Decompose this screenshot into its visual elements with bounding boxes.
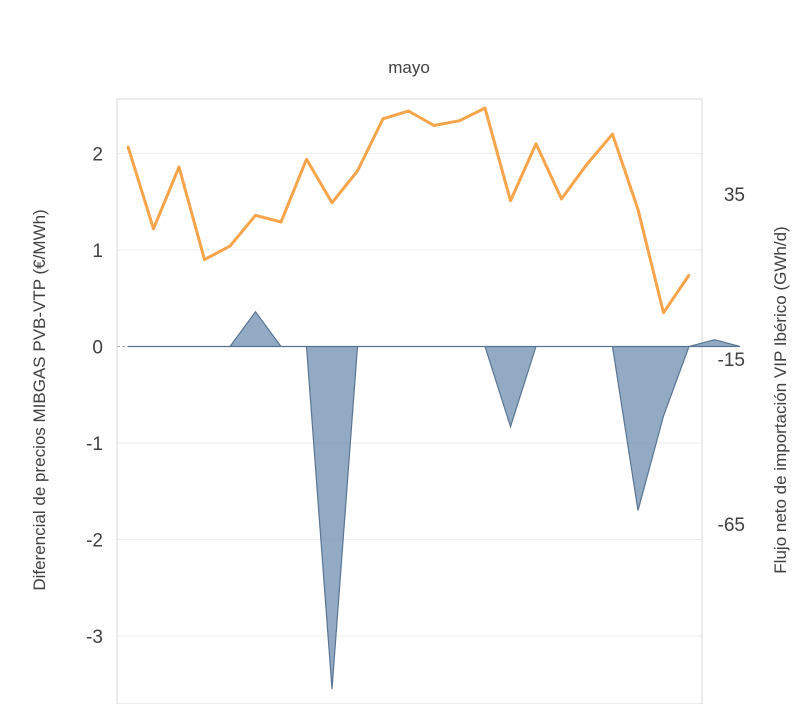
flow-series <box>128 310 741 690</box>
y-tick-label: -2 <box>86 531 103 552</box>
price-point <box>534 142 538 146</box>
y-tick-label: 0 <box>92 338 103 359</box>
price-series-line <box>126 106 691 315</box>
price-point <box>636 208 640 211</box>
y-tick-label: -1 <box>86 434 103 455</box>
price-point <box>305 158 308 161</box>
price-point <box>152 227 155 230</box>
left-axis-ticks: 2 1 0 -1 -2 -3 <box>86 145 103 649</box>
price-point <box>254 214 257 217</box>
y2-tick-label: 35 <box>724 185 745 206</box>
y-tick-label: 1 <box>92 241 103 262</box>
right-axis-ticks: 35 -15 -65 <box>718 185 745 536</box>
price-point <box>687 273 691 277</box>
price-point <box>330 201 334 204</box>
price-point <box>458 119 461 122</box>
y2-tick-label: -15 <box>718 350 745 371</box>
y2-axis-title: Flujo neto de importación VIP Ibérico (G… <box>771 226 790 573</box>
price-point <box>483 106 487 110</box>
price-point <box>356 169 359 173</box>
price-point <box>381 117 385 120</box>
price-point <box>432 124 436 127</box>
price-point <box>585 162 589 166</box>
price-point <box>560 197 563 201</box>
price-point <box>126 145 130 148</box>
plot-area-border <box>116 98 703 704</box>
price-point <box>228 244 232 248</box>
chart-title: mayo <box>388 58 430 77</box>
price-point <box>407 109 410 113</box>
gridlines <box>117 153 702 637</box>
price-points <box>126 106 691 314</box>
price-point <box>177 165 181 169</box>
y2-tick-label: -65 <box>718 515 745 536</box>
y-tick-label: 2 <box>92 145 103 166</box>
y-axis-title: Diferencial de precios MIBGAS PVB-VTP (€… <box>30 209 49 590</box>
price-point <box>662 311 665 314</box>
price-point <box>611 133 614 136</box>
price-point <box>203 258 206 261</box>
price-point <box>279 220 283 224</box>
price-point <box>509 199 512 202</box>
flow-area <box>128 310 741 690</box>
y-tick-label: -3 <box>86 627 103 648</box>
